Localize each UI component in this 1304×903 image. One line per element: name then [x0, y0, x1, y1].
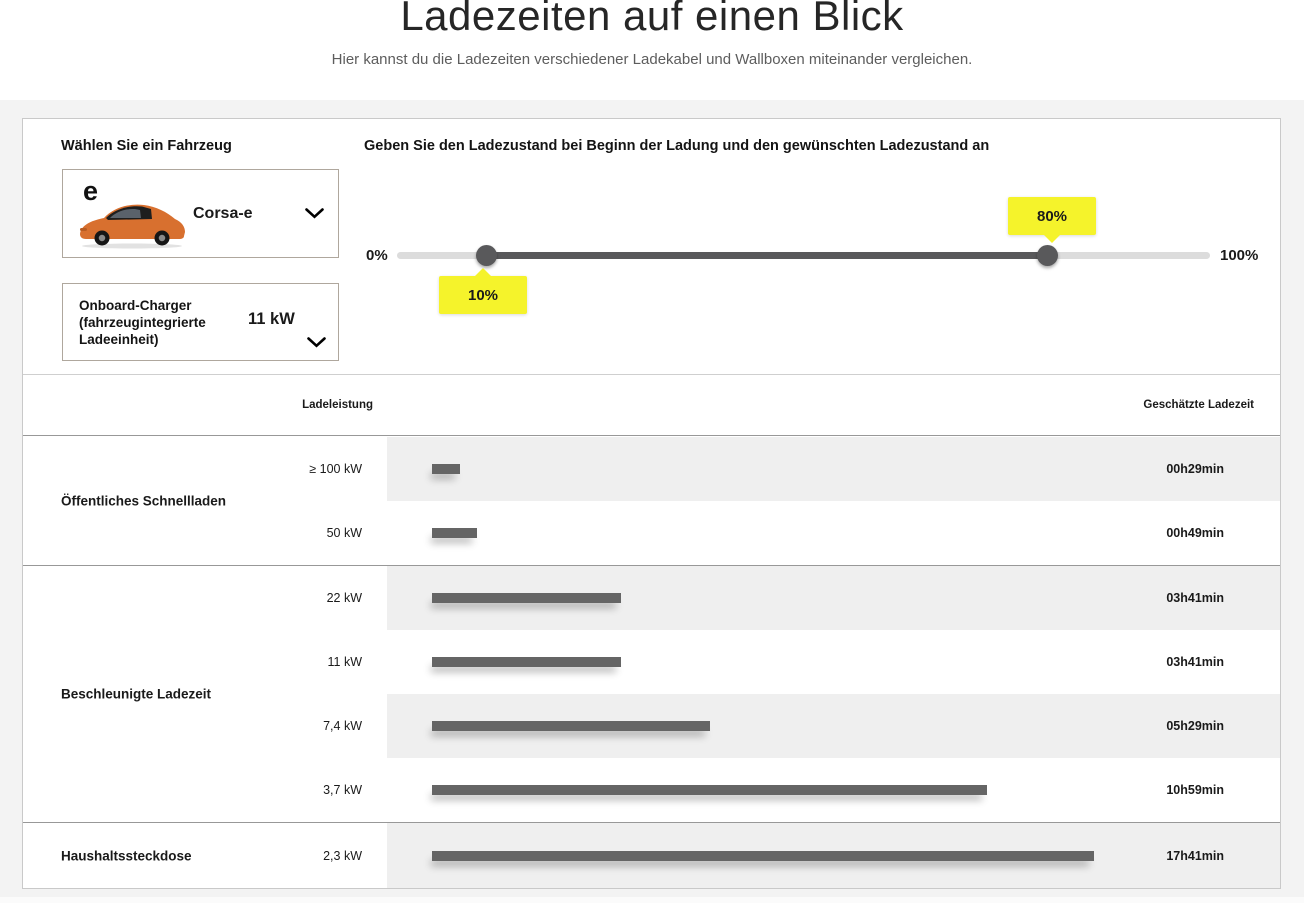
slider-start-value-badge: 10%	[439, 268, 527, 314]
group-label: Haushaltssteckdose	[61, 848, 192, 863]
power-label: 50 kW	[23, 501, 387, 565]
time-value: 03h41min	[1166, 591, 1224, 605]
slider-label: Geben Sie den Ladezustand bei Beginn der…	[364, 138, 990, 154]
vehicle-select-label: Wählen Sie ein Fahrzeug	[61, 138, 232, 154]
table-row: 50 kW 00h49min	[23, 501, 1280, 565]
table-row: 7,4 kW 05h29min	[23, 694, 1280, 758]
power-label: 11 kW	[23, 630, 387, 694]
chevron-down-icon[interactable]	[305, 208, 324, 219]
slider-selected-range	[486, 252, 1048, 259]
time-value: 10h59min	[1166, 783, 1224, 797]
time-value: 05h29min	[1166, 719, 1224, 733]
vehicle-image: e	[73, 176, 193, 252]
power-label: 3,7 kW	[23, 758, 387, 822]
power-label: 2,3 kW	[23, 823, 387, 888]
slider-min-label: 0%	[366, 247, 388, 264]
page-subtitle: Hier kannst du die Ladezeiten verschiede…	[331, 51, 973, 68]
table-row: ≥ 100 kW 00h29min	[23, 437, 1280, 501]
power-label: 7,4 kW	[23, 694, 387, 758]
time-value: 00h49min	[1166, 526, 1224, 540]
table-row: 3,7 kW 10h59min	[23, 758, 1280, 822]
duration-bar	[432, 657, 621, 667]
next-section-edge	[0, 897, 1304, 903]
bar-cell: 03h41min	[387, 630, 1280, 694]
duration-bar	[432, 464, 460, 474]
charging-times-card: Wählen Sie ein Fahrzeug e Corsa-e Onboar…	[22, 118, 1281, 889]
time-value: 03h41min	[1166, 655, 1224, 669]
car-illustration	[80, 204, 185, 249]
bar-cell: 03h41min	[387, 566, 1280, 630]
duration-bar	[432, 528, 477, 538]
bar-cell: 05h29min	[387, 694, 1280, 758]
vehicle-select-value: Corsa-e	[193, 204, 253, 222]
power-label: ≥ 100 kW	[23, 437, 387, 501]
divider	[23, 374, 1280, 375]
duration-bar	[432, 593, 621, 603]
table-row: 2,3 kW 17h41min	[23, 823, 1280, 888]
table-row: 22 kW 03h41min	[23, 566, 1280, 630]
charger-select[interactable]: Onboard-Charger (fahrzeugintegrierte Lad…	[62, 283, 339, 361]
group-label: Beschleunigte Ladezeit	[61, 686, 212, 702]
charging-times-table: Öffentliches Schnellladen ≥ 100 kW 00h29…	[23, 437, 1280, 888]
group-accelerated-charging: Beschleunigte Ladezeit 22 kW 03h41min 11…	[23, 565, 1280, 822]
table-row: 11 kW 03h41min	[23, 630, 1280, 694]
bar-cell: 00h49min	[387, 501, 1280, 565]
group-label: Öffentliches Schnellladen	[61, 493, 227, 509]
chevron-down-icon[interactable]	[307, 337, 326, 348]
bar-cell: 17h41min	[387, 823, 1280, 888]
bar-cell: 10h59min	[387, 758, 1280, 822]
table-header: Ladeleistung Geschätzte Ladezeit	[23, 375, 1280, 436]
duration-bar	[432, 785, 987, 795]
power-label: 22 kW	[23, 566, 387, 630]
vehicle-select[interactable]: e Corsa-e	[62, 169, 339, 258]
page-header: Ladezeiten auf einen Blick Hier kannst d…	[0, 0, 1304, 100]
charge-range-slider-track[interactable]	[397, 245, 1210, 266]
column-header-time: Geschätzte Ladezeit	[1143, 399, 1254, 411]
page-title: Ladezeiten auf einen Blick	[400, 0, 904, 39]
slider-end-value-badge: 80%	[1008, 197, 1096, 243]
slider-handle-end[interactable]	[1037, 245, 1059, 266]
group-public-fast-charging: Öffentliches Schnellladen ≥ 100 kW 00h29…	[23, 437, 1280, 565]
bar-cell: 00h29min	[387, 437, 1280, 501]
charger-select-label: Onboard-Charger (fahrzeugintegrierte Lad…	[79, 298, 206, 347]
time-value: 00h29min	[1166, 462, 1224, 476]
duration-bar	[432, 850, 1094, 861]
column-header-power: Ladeleistung	[302, 399, 373, 411]
slider-max-label: 100%	[1220, 247, 1259, 264]
slider-handle-start[interactable]	[476, 245, 498, 266]
group-household-socket: Haushaltssteckdose 2,3 kW 17h41min	[23, 822, 1280, 888]
time-value: 17h41min	[1166, 848, 1224, 863]
charger-select-value: 11 kW	[248, 310, 295, 328]
duration-bar	[432, 721, 710, 731]
e-logo-icon: e	[83, 176, 99, 206]
